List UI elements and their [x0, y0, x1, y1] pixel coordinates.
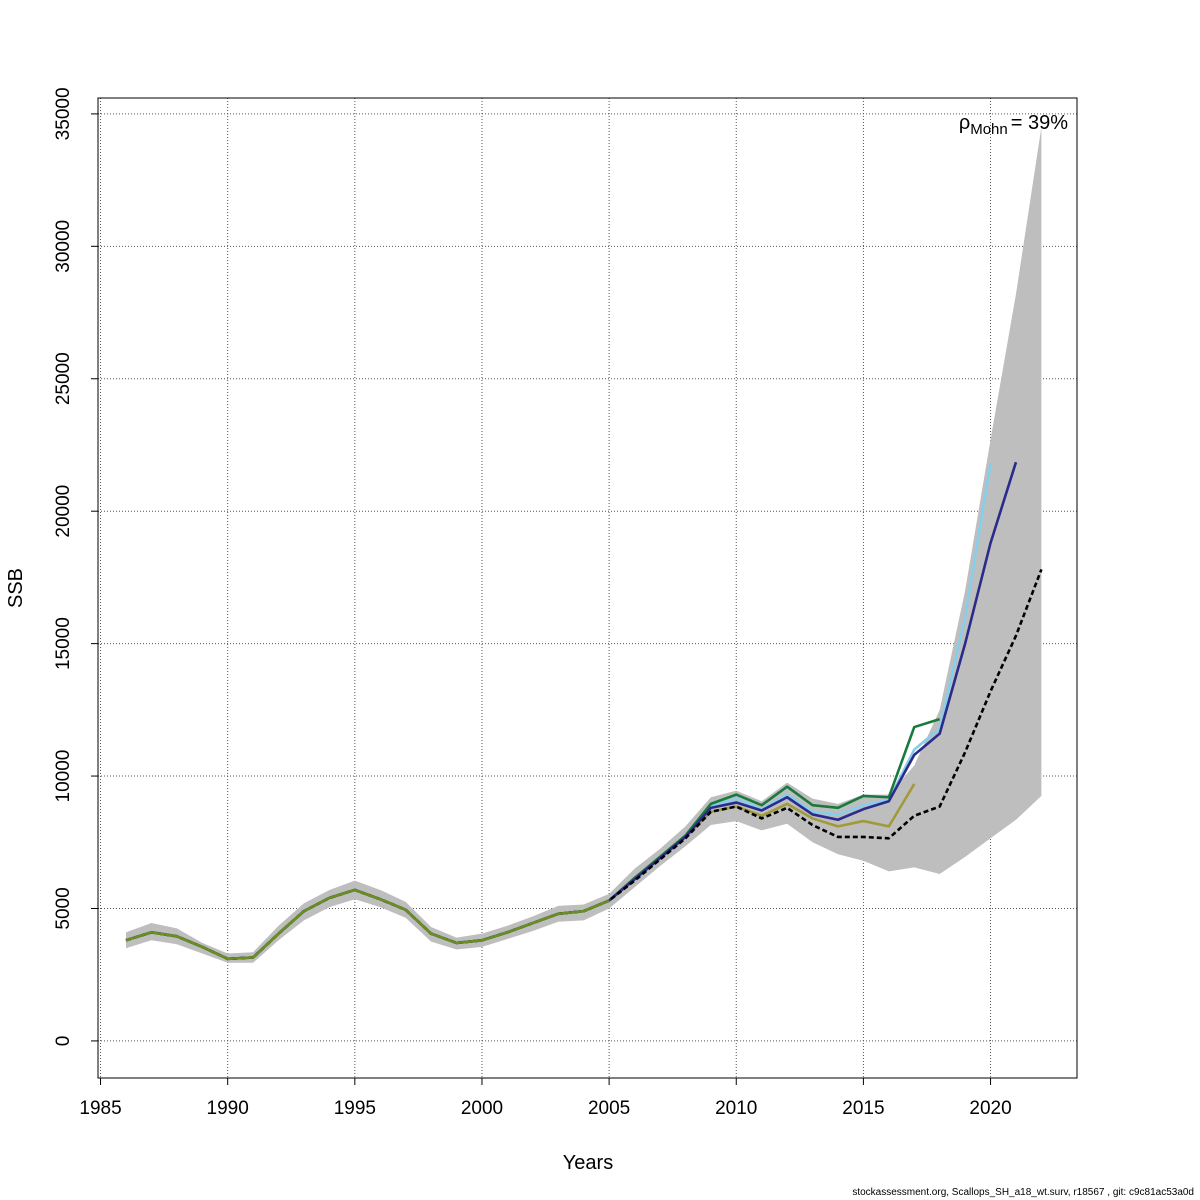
- y-tick-label: 0: [53, 1036, 74, 1047]
- series-line-5: [125, 568, 1043, 961]
- y-axis-title: SSB: [5, 568, 27, 608]
- axes: 1985 1990 1995 2000 2005 2010 2015 2020 0 5000 100…: [53, 87, 1012, 1119]
- series-line-6: [125, 888, 610, 961]
- footer-source: stockassessment.org, Scallops_SH_a18_wt.…: [852, 1187, 1194, 1198]
- x-tick-label: 2020: [969, 1098, 1011, 1119]
- grid: [98, 98, 1077, 1078]
- rho-value: = 39%: [1011, 112, 1068, 134]
- series-line-4: [125, 461, 1018, 961]
- rho-symbol: ρ: [959, 112, 970, 134]
- x-tick-label: 2000: [461, 1098, 503, 1119]
- y-tick-label: 30000: [53, 220, 74, 273]
- x-tick-label: 2015: [842, 1098, 884, 1119]
- x-tick-label: 2005: [588, 1098, 630, 1119]
- confidence-band: [125, 127, 1042, 963]
- y-tick-label: 5000: [53, 887, 74, 929]
- y-tick-label: 10000: [53, 750, 74, 803]
- y-tick-label: 35000: [53, 87, 74, 140]
- x-tick-label: 1995: [334, 1098, 376, 1119]
- series-line-2: [125, 463, 992, 961]
- series-layer: [125, 461, 1043, 961]
- y-tick-label: 20000: [53, 485, 74, 538]
- x-tick-label: 1985: [79, 1098, 121, 1119]
- x-axis-title: Years: [563, 1152, 613, 1174]
- confidence-band-layer: [125, 127, 1042, 963]
- plot-frame: [97, 97, 1078, 1079]
- x-tick-label: 2010: [715, 1098, 757, 1119]
- y-tick-label: 15000: [53, 617, 74, 670]
- x-tick-label: 1990: [207, 1098, 249, 1119]
- rho-subscript: Mohn: [970, 121, 1008, 138]
- y-tick-label: 25000: [53, 352, 74, 405]
- mohn-rho-annotation: ρMohn = 39%: [959, 112, 1068, 138]
